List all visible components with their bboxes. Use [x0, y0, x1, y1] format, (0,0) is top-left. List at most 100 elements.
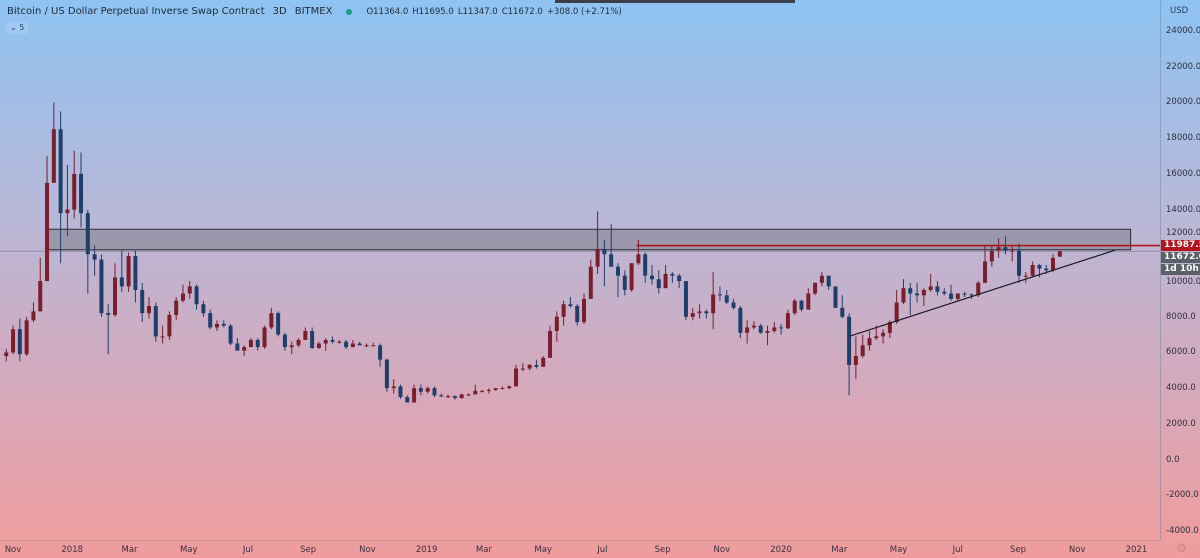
- candle-body: [609, 254, 614, 267]
- resistance-zone: [45, 228, 1132, 251]
- time-tick-label: 2018: [61, 545, 84, 555]
- candle-body: [629, 263, 634, 290]
- candle-body: [656, 279, 661, 289]
- candle-body: [1037, 264, 1042, 269]
- candle-body: [296, 339, 301, 346]
- candle-body: [466, 394, 471, 396]
- candle-body: [11, 329, 16, 353]
- bar-countdown-tag: 1d 10h: [1161, 264, 1200, 276]
- price-tick-label: 22000.0: [1166, 61, 1200, 72]
- candle-body: [242, 347, 247, 351]
- candle-body: [697, 311, 702, 314]
- candle-body: [595, 248, 600, 267]
- candle-body: [935, 286, 940, 292]
- candle-body: [208, 313, 213, 328]
- candle-body: [962, 293, 967, 295]
- candle-body: [4, 352, 9, 357]
- price-tick-label: 24000.0: [1166, 26, 1200, 37]
- candle-body: [554, 316, 559, 332]
- candle-body: [398, 386, 403, 398]
- candle-body: [391, 386, 396, 389]
- candle-body: [507, 386, 512, 389]
- candle-body: [38, 281, 43, 312]
- symbol-title[interactable]: Bitcoin / US Dollar Perpetual Inverse Sw…: [7, 6, 265, 17]
- symbol-legend: Bitcoin / US Dollar Perpetual Inverse Sw…: [7, 6, 626, 17]
- candle-body: [378, 345, 383, 360]
- candle-body: [1003, 247, 1008, 251]
- candle-body: [432, 388, 437, 396]
- time-tick-label: Nov: [1068, 545, 1086, 555]
- candle-body: [908, 288, 913, 294]
- candle-body: [819, 275, 824, 283]
- candle-body: [976, 282, 981, 296]
- candle-body: [194, 286, 199, 305]
- candle-body: [45, 182, 50, 282]
- interval-label[interactable]: 3D: [272, 6, 287, 17]
- candle-body: [282, 334, 287, 348]
- candle-body: [160, 336, 165, 338]
- candle-body: [289, 345, 294, 348]
- time-tick-label: 2020: [770, 545, 792, 555]
- candle-body: [779, 327, 784, 329]
- candle-body: [418, 388, 423, 392]
- candle-body: [167, 314, 172, 337]
- candle-body: [670, 273, 675, 276]
- candle-body: [174, 300, 179, 315]
- candle-body: [1023, 275, 1028, 277]
- candle-body: [269, 313, 274, 328]
- candle-body: [133, 256, 138, 290]
- candle-body: [792, 300, 797, 314]
- candle-body: [568, 304, 573, 307]
- candle-body: [901, 288, 906, 303]
- candle-body: [983, 261, 988, 283]
- time-tick-label: Nov: [4, 545, 22, 555]
- candle-body: [738, 307, 743, 333]
- time-tick-label: Mar: [121, 545, 138, 555]
- candle-body: [881, 332, 886, 337]
- candle-body: [1057, 251, 1062, 257]
- candle-body: [921, 289, 926, 296]
- candle-body: [758, 325, 763, 333]
- candle-body: [384, 359, 389, 389]
- low-value: L11347.0: [457, 6, 498, 17]
- currency-button[interactable]: USD: [1170, 6, 1189, 16]
- time-tick-label: May: [179, 545, 198, 555]
- candle-body: [636, 254, 641, 264]
- candle-body: [649, 275, 654, 280]
- candle-body: [1017, 250, 1022, 276]
- price-tick-label: -4000.0: [1166, 526, 1199, 537]
- indicators-collapse-button[interactable]: ⌄ 5: [6, 22, 29, 34]
- exchange-label: BITMEX: [294, 6, 333, 17]
- candle-body: [520, 368, 525, 370]
- candle-body: [683, 281, 688, 317]
- candle-body: [480, 390, 485, 392]
- candle-body: [799, 300, 804, 310]
- candle-body: [350, 343, 355, 348]
- time-tick-label: Sep: [300, 545, 317, 555]
- candle-body: [527, 364, 532, 369]
- candle-body: [262, 327, 267, 348]
- candle-body: [187, 286, 192, 294]
- candle-body: [1044, 268, 1049, 271]
- settings-gear-icon[interactable]: ⚙: [1176, 541, 1187, 555]
- price-tick-label: 14000.0: [1166, 204, 1200, 215]
- time-tick-label: May: [534, 545, 552, 555]
- price-tick-label: 0.0: [1166, 454, 1180, 465]
- candle-body: [276, 313, 281, 335]
- candle-body: [745, 327, 750, 333]
- candle-body: [248, 339, 253, 348]
- candle-body: [493, 388, 498, 390]
- candle-body: [140, 289, 145, 314]
- candle-body: [582, 298, 587, 323]
- time-tick-label: 2019: [415, 545, 438, 555]
- price-chart[interactable]: [0, 0, 1160, 540]
- candle-body: [201, 304, 206, 314]
- time-tick-label: Jul: [952, 545, 963, 555]
- candle-body: [928, 286, 933, 290]
- candle-body: [99, 259, 104, 314]
- candle-body: [643, 254, 648, 276]
- trendline: [849, 249, 1116, 337]
- candle-body: [874, 336, 879, 339]
- candle-body: [867, 338, 872, 346]
- candle-body: [704, 311, 709, 314]
